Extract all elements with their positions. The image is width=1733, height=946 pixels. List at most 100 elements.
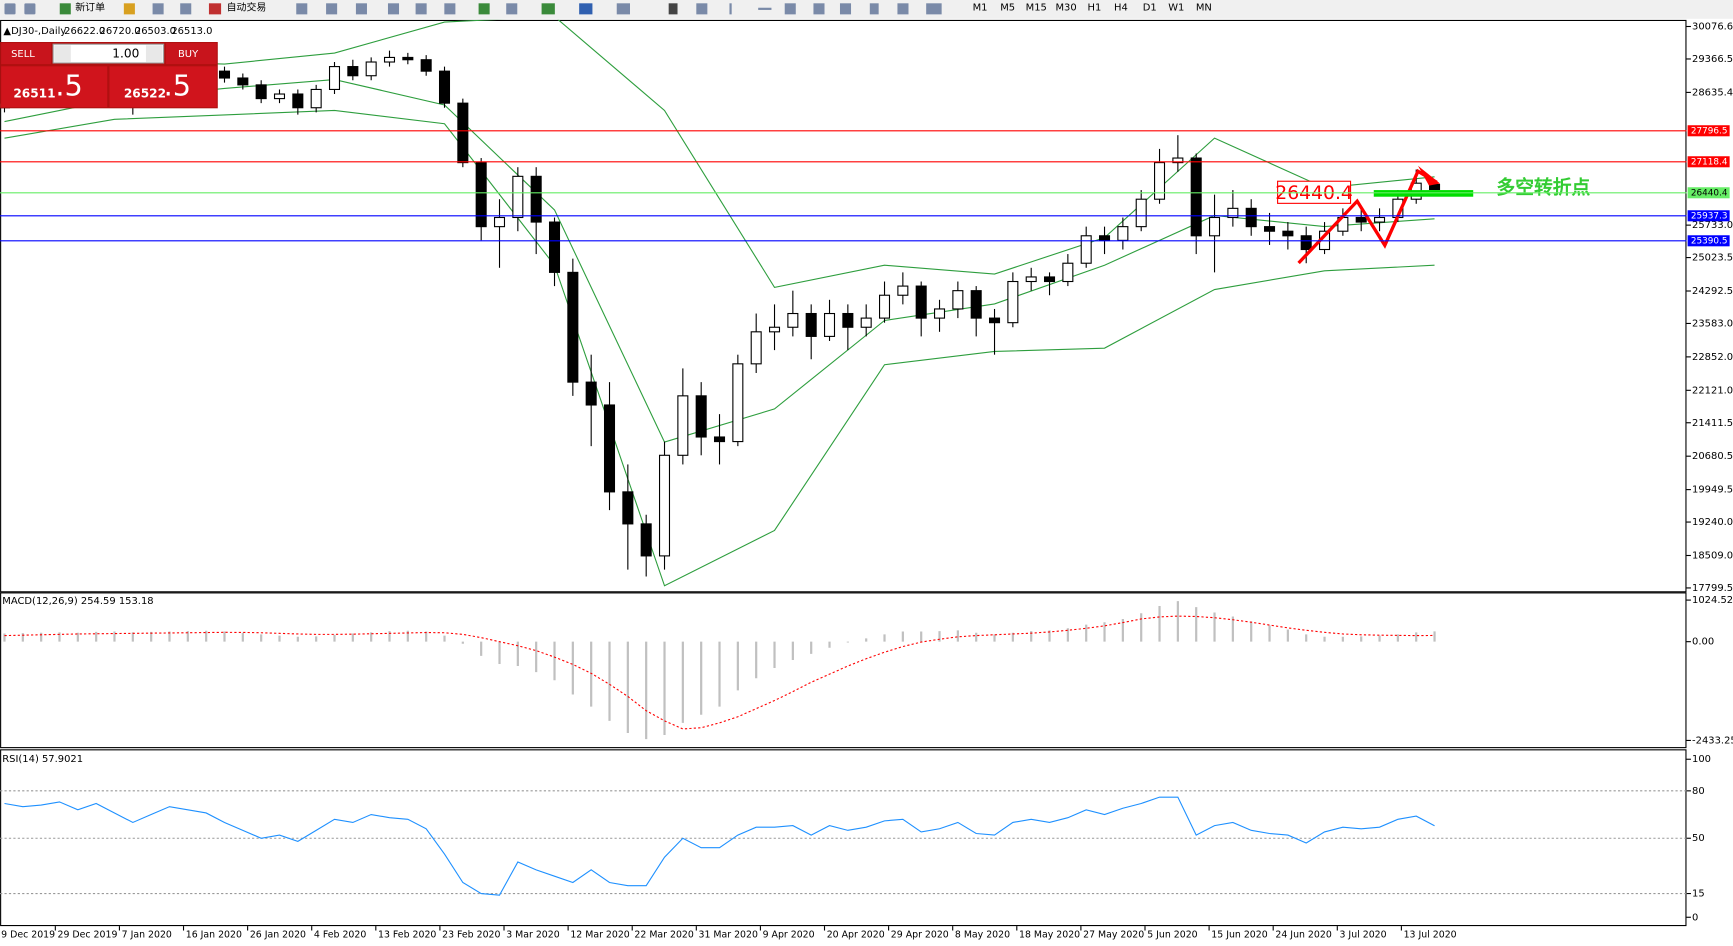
band-upper bbox=[4, 19, 1435, 288]
candle-body bbox=[695, 395, 707, 438]
level-label-bg bbox=[1687, 156, 1730, 168]
sell-price-box[interactable] bbox=[1, 66, 108, 108]
level-label-bg bbox=[1687, 210, 1730, 222]
candle-body bbox=[1080, 235, 1092, 264]
x-tick-label: 16 Jan 2020 bbox=[186, 929, 242, 940]
buy-label: BUY bbox=[178, 49, 199, 60]
candle-body bbox=[1025, 276, 1037, 283]
timeframe-button[interactable]: D1 bbox=[1143, 3, 1157, 14]
candle-body bbox=[310, 88, 322, 109]
symbol: DJ30-,Daily bbox=[11, 26, 66, 37]
timeframe-button[interactable]: MN bbox=[1196, 3, 1212, 14]
y-tick-label: 30076.6 bbox=[1692, 21, 1733, 32]
candle-body bbox=[475, 162, 487, 228]
close-value: 26513.0 bbox=[171, 26, 212, 37]
lots-down[interactable] bbox=[54, 45, 71, 62]
candle-body bbox=[1099, 235, 1111, 241]
candle-body bbox=[640, 523, 652, 557]
x-tick-label: 22 Mar 2020 bbox=[634, 929, 693, 940]
candle-body bbox=[548, 221, 561, 273]
candle-body bbox=[658, 454, 671, 557]
buy-button[interactable] bbox=[165, 43, 217, 65]
candle-body bbox=[1264, 226, 1276, 232]
candle-body bbox=[438, 70, 451, 104]
x-tick-label: 20 Apr 2020 bbox=[827, 929, 885, 940]
ask-fraction: .5 bbox=[164, 68, 191, 102]
x-tick-label: 18 May 2020 bbox=[1019, 929, 1080, 940]
sell-button[interactable] bbox=[1, 43, 51, 65]
candle-body bbox=[512, 175, 524, 219]
y-tick-label: 100 bbox=[1692, 754, 1711, 765]
x-tick-label: 3 Mar 2020 bbox=[506, 929, 560, 940]
y-tick-label: 18509.0 bbox=[1692, 550, 1733, 561]
x-tick-label: 27 May 2020 bbox=[1083, 929, 1144, 940]
candle-body bbox=[237, 77, 249, 86]
candle-body bbox=[1355, 216, 1367, 223]
y-tick-label: -2433.25 bbox=[1692, 735, 1733, 746]
candle-body bbox=[585, 381, 597, 406]
y-tick-label: 0 bbox=[1692, 912, 1698, 923]
x-tick-label: 9 Dec 2019 bbox=[1, 929, 55, 940]
timeframe-button[interactable]: M15 bbox=[1026, 3, 1047, 14]
band-lower bbox=[4, 109, 1435, 587]
timeframe-button[interactable]: W1 bbox=[1168, 3, 1184, 14]
candle-body bbox=[365, 61, 377, 77]
level-label: 27118.4 bbox=[1691, 157, 1728, 167]
candle-body bbox=[420, 59, 432, 72]
x-tick-label: 29 Apr 2020 bbox=[891, 929, 949, 940]
y-tick-label: 0.00 bbox=[1692, 637, 1714, 648]
x-tick-label: 24 Jun 2020 bbox=[1275, 929, 1331, 940]
main-panel bbox=[0, 19, 1687, 593]
y-tick-label: 29366.5 bbox=[1692, 54, 1733, 65]
candle-body bbox=[713, 436, 726, 443]
level-label: 27796.5 bbox=[1691, 126, 1728, 136]
lots-input[interactable] bbox=[52, 43, 165, 64]
candles bbox=[0, 50, 1441, 577]
timeframe-button[interactable]: M1 bbox=[973, 3, 988, 14]
y-tick-label: 19949.5 bbox=[1692, 485, 1733, 496]
new-order-button[interactable]: 新订单 bbox=[75, 1, 105, 14]
x-tick-label: 12 Mar 2020 bbox=[570, 929, 629, 940]
one-click-trading: SELL BUY 1.00 26511 .5 26522 .5 bbox=[0, 41, 218, 109]
timeframe-button[interactable]: H1 bbox=[1088, 3, 1102, 14]
buy-price-box[interactable] bbox=[109, 66, 217, 108]
candle-body bbox=[732, 363, 744, 443]
macd bbox=[3, 601, 1436, 740]
timeframe-button[interactable]: M5 bbox=[1000, 3, 1015, 14]
rsi-title: RSI(14) 57.9021 bbox=[2, 754, 83, 765]
candle-body bbox=[952, 290, 964, 310]
candle-body bbox=[292, 93, 304, 109]
level-label: 25937.3 bbox=[1691, 211, 1728, 221]
candle-body bbox=[1209, 216, 1221, 237]
y-tick-label: 1024.52 bbox=[1692, 595, 1733, 606]
arrow-head bbox=[1417, 165, 1441, 186]
x-tick-label: 31 Mar 2020 bbox=[699, 929, 758, 940]
level-label-bg bbox=[1687, 187, 1730, 199]
lots-up[interactable] bbox=[145, 45, 163, 62]
auto-trading-button[interactable]: 自动交易 bbox=[227, 1, 267, 14]
bollinger-bands bbox=[4, 19, 1435, 587]
candle-body bbox=[677, 395, 689, 456]
candle-body bbox=[1117, 226, 1129, 241]
timeframe-button[interactable]: H4 bbox=[1114, 3, 1128, 14]
candle-body bbox=[255, 84, 267, 100]
candle-body bbox=[1007, 280, 1019, 324]
y-tick-label: 28635.4 bbox=[1692, 87, 1733, 98]
candle-body bbox=[603, 404, 616, 493]
candle-body bbox=[842, 312, 854, 328]
y-tick-label: 21411.5 bbox=[1692, 418, 1733, 429]
candle-body bbox=[915, 285, 927, 319]
y-tick-label: 24292.5 bbox=[1692, 286, 1733, 297]
toolbar bbox=[0, 0, 1733, 19]
bid-main: 26511 bbox=[13, 86, 55, 100]
timeframe-button[interactable]: M30 bbox=[1055, 3, 1076, 14]
ask-main: 26522 bbox=[124, 86, 166, 100]
candle-body bbox=[1154, 162, 1166, 200]
x-tick-label: 13 Feb 2020 bbox=[378, 929, 436, 940]
candle-body bbox=[402, 56, 414, 61]
band-middle bbox=[4, 78, 1435, 443]
x-tick-label: 29 Dec 2019 bbox=[58, 929, 118, 940]
high-value: 26720.0 bbox=[100, 26, 141, 37]
x-tick-label: 13 Jul 2020 bbox=[1404, 929, 1457, 940]
